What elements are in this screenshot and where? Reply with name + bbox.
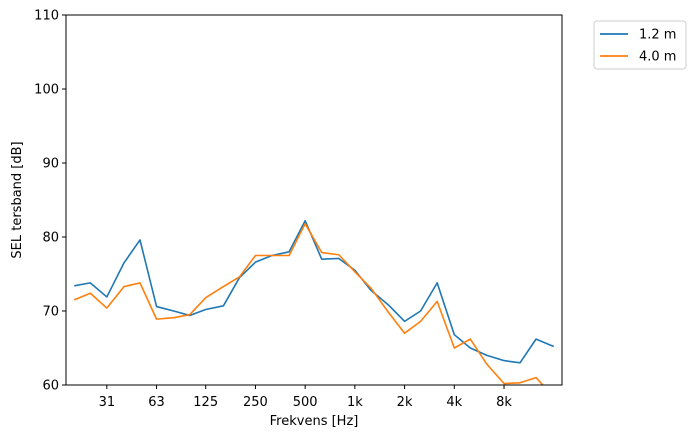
plot-frame xyxy=(65,14,563,386)
y-axis-ticks: 60 70 80 90 100 110 xyxy=(34,9,66,394)
x-tick-label: 63 xyxy=(148,395,165,410)
x-axis-label: Frekvens [Hz] xyxy=(270,414,359,429)
y-tick-label: 110 xyxy=(34,9,59,24)
y-tick-label: 60 xyxy=(42,379,59,394)
x-tick-label: 125 xyxy=(193,395,218,410)
x-tick-label: 1k xyxy=(347,395,363,410)
series-lines xyxy=(73,219,555,385)
y-tick-label: 70 xyxy=(42,305,59,320)
x-tick-label: 8k xyxy=(496,395,512,410)
x-tick-label: 500 xyxy=(293,395,318,410)
x-tick-label: 2k xyxy=(397,395,413,410)
x-tick-label: 31 xyxy=(99,395,116,410)
legend-label-1: 1.2 m xyxy=(639,28,676,43)
x-axis-ticks: 31 63 125 250 500 1k 2k 4k 8k xyxy=(99,385,512,410)
legend-box xyxy=(593,20,687,70)
series-line-2 xyxy=(73,222,544,385)
series-line-1 xyxy=(74,219,555,364)
legend-label-2: 4.0 m xyxy=(639,50,676,65)
x-tick-label: 4k xyxy=(446,395,462,410)
x-tick-label: 250 xyxy=(243,395,268,410)
y-tick-label: 80 xyxy=(42,231,59,246)
y-tick-label: 100 xyxy=(34,83,59,98)
y-tick-label: 90 xyxy=(42,157,59,172)
legend-items: 1.2 m 4.0 m xyxy=(600,28,676,65)
legend: 1.2 m 4.0 m xyxy=(593,20,687,70)
y-axis-label: SEL tersband [dB] xyxy=(10,141,25,258)
